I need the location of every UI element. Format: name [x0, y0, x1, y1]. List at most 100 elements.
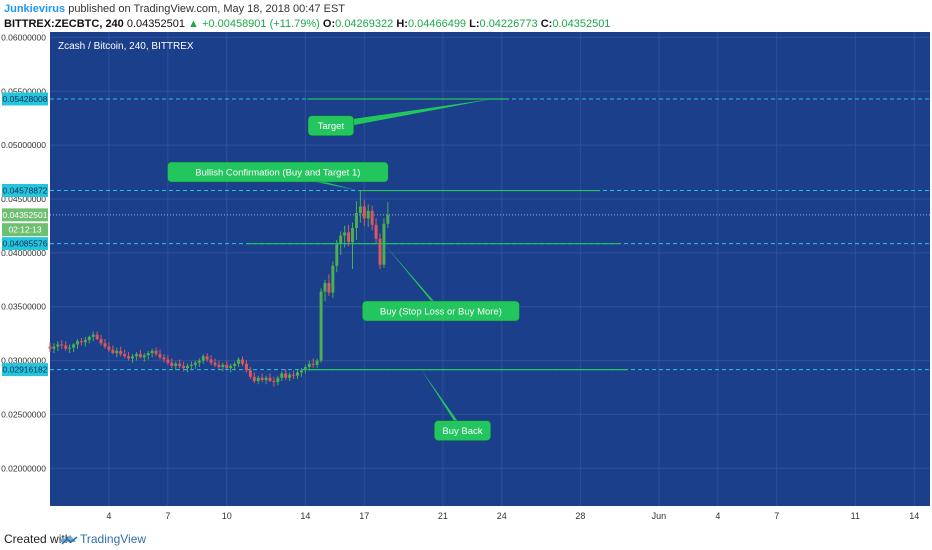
candle-body	[370, 210, 374, 225]
open-label: O:	[322, 18, 336, 30]
candle-body	[323, 283, 327, 292]
candle-body	[288, 374, 292, 378]
y-tick-label: 0.02500000	[1, 409, 46, 419]
x-tick-label: 4	[715, 511, 720, 521]
x-tick-label: 24	[497, 511, 507, 521]
candle-body	[193, 362, 197, 365]
high-label: H:	[396, 18, 408, 30]
symbol-label[interactable]: BITTREX:ZECBTC, 240	[4, 18, 124, 30]
candle-body	[351, 228, 354, 243]
candle-body	[174, 363, 178, 366]
candle-body	[123, 354, 127, 357]
candle-body	[221, 364, 225, 368]
x-tick-label: Jun	[652, 511, 667, 521]
annotation-label: Bullish Confirmation (Buy and Target 1)	[195, 168, 360, 179]
tradingview-logo-icon[interactable]	[58, 532, 78, 550]
candle-body	[170, 362, 174, 366]
x-tick-label: 10	[222, 511, 232, 521]
annotation-pointer	[326, 99, 492, 129]
candle-body	[91, 334, 95, 337]
y-tick-label: 0.05000000	[1, 140, 46, 150]
price-badge	[2, 237, 48, 251]
ohlc-line: BITTREX:ZECBTC, 240 0.04352501 ▲ +0.0045…	[4, 18, 610, 30]
candle-body	[327, 283, 331, 293]
change-arrow-icon: ▲	[188, 18, 199, 30]
x-tick-label: 7	[774, 511, 779, 521]
annotations: Target Bullish Confirmation (Buy and Targ…	[167, 99, 520, 441]
annotation-label: Buy (Stop Loss or Buy More)	[380, 307, 502, 318]
candle-body	[237, 359, 241, 364]
candle-body	[276, 377, 280, 383]
candle-body	[186, 365, 189, 369]
candle-body	[280, 373, 284, 378]
footer: Created with TradingView	[0, 528, 932, 550]
candle-body	[142, 355, 146, 358]
candle-body	[56, 344, 60, 347]
x-tick-label: 17	[359, 511, 369, 521]
candle-body	[83, 340, 87, 343]
annotation-box	[167, 161, 389, 183]
candle-body	[374, 224, 378, 239]
close-value: 0.04352501	[552, 18, 611, 30]
candle-body	[52, 346, 56, 349]
low-value: 0.04226773	[479, 18, 538, 30]
candle-body	[107, 346, 111, 350]
candle-body	[87, 336, 91, 341]
candle-body	[339, 235, 343, 245]
candle-body	[127, 356, 131, 359]
tradingview-brand[interactable]: TradingView	[80, 532, 147, 546]
annotation-label: Buy Back	[442, 426, 482, 437]
candle-body	[241, 359, 244, 364]
price-badge	[2, 208, 48, 222]
candle-body	[343, 232, 347, 236]
candle-body	[362, 206, 366, 219]
candle-body	[303, 367, 307, 371]
created-with-label: Created with	[4, 532, 72, 546]
candle-body	[244, 363, 248, 371]
candle-body	[154, 350, 158, 355]
candle-body	[166, 359, 170, 363]
x-tick-label: 14	[300, 511, 310, 521]
annotation-box	[307, 115, 355, 136]
annotation-label: Target	[318, 121, 345, 132]
price-badge-label: 02:12:13	[8, 225, 41, 235]
annotation-pointer	[383, 243, 445, 315]
y-tick-label: 0.06000000	[1, 32, 46, 42]
candle-body	[209, 359, 213, 363]
candle-body	[248, 370, 252, 377]
candle-body	[358, 206, 362, 213]
candle-body	[48, 346, 52, 349]
y-tick-label: 0.05500000	[1, 86, 46, 96]
candle-body	[366, 210, 370, 219]
price-badge	[2, 92, 48, 106]
change-value: +0.00458901 (+11.79%)	[202, 18, 320, 30]
publish-info: published on TradingView.com, May 18, 20…	[65, 3, 346, 15]
annotation-box	[434, 420, 491, 441]
candle-body	[307, 363, 311, 368]
price-badge-label: 0.04352501	[3, 210, 48, 220]
candle-body	[150, 350, 154, 354]
price-chart[interactable]: Target Bullish Confirmation (Buy and Targ…	[0, 32, 932, 528]
candle-body	[64, 345, 68, 349]
price-badge	[2, 363, 48, 377]
candle-body	[115, 350, 119, 354]
candle-body	[292, 374, 296, 376]
x-tick-label: 14	[909, 511, 919, 521]
chart-header: Junkievirus published on TradingView.com…	[0, 0, 932, 32]
candle-body	[272, 381, 276, 383]
candle-body	[354, 212, 358, 229]
time-axis[interactable]: 4 7 10 14 17 21 24 28 Jun 4 7 11 14	[106, 511, 919, 521]
candle-body	[119, 350, 123, 355]
y-tick-label: 0.03500000	[1, 302, 46, 312]
candle-body	[197, 360, 201, 363]
candle-body	[225, 364, 229, 369]
author-link[interactable]: Junkievirus	[4, 3, 66, 15]
open-value: 0.04269322	[335, 18, 394, 30]
price-axis[interactable]: 0.06000000 0.05500000 0.05000000 0.04500000…	[1, 32, 46, 473]
candle-body	[138, 354, 142, 358]
y-tick-label: 0.02000000	[1, 463, 46, 473]
candle-body	[260, 377, 264, 380]
time-axis-background	[0, 506, 932, 528]
price-axis-background	[0, 32, 50, 506]
high-value: 0.04466499	[407, 18, 467, 30]
